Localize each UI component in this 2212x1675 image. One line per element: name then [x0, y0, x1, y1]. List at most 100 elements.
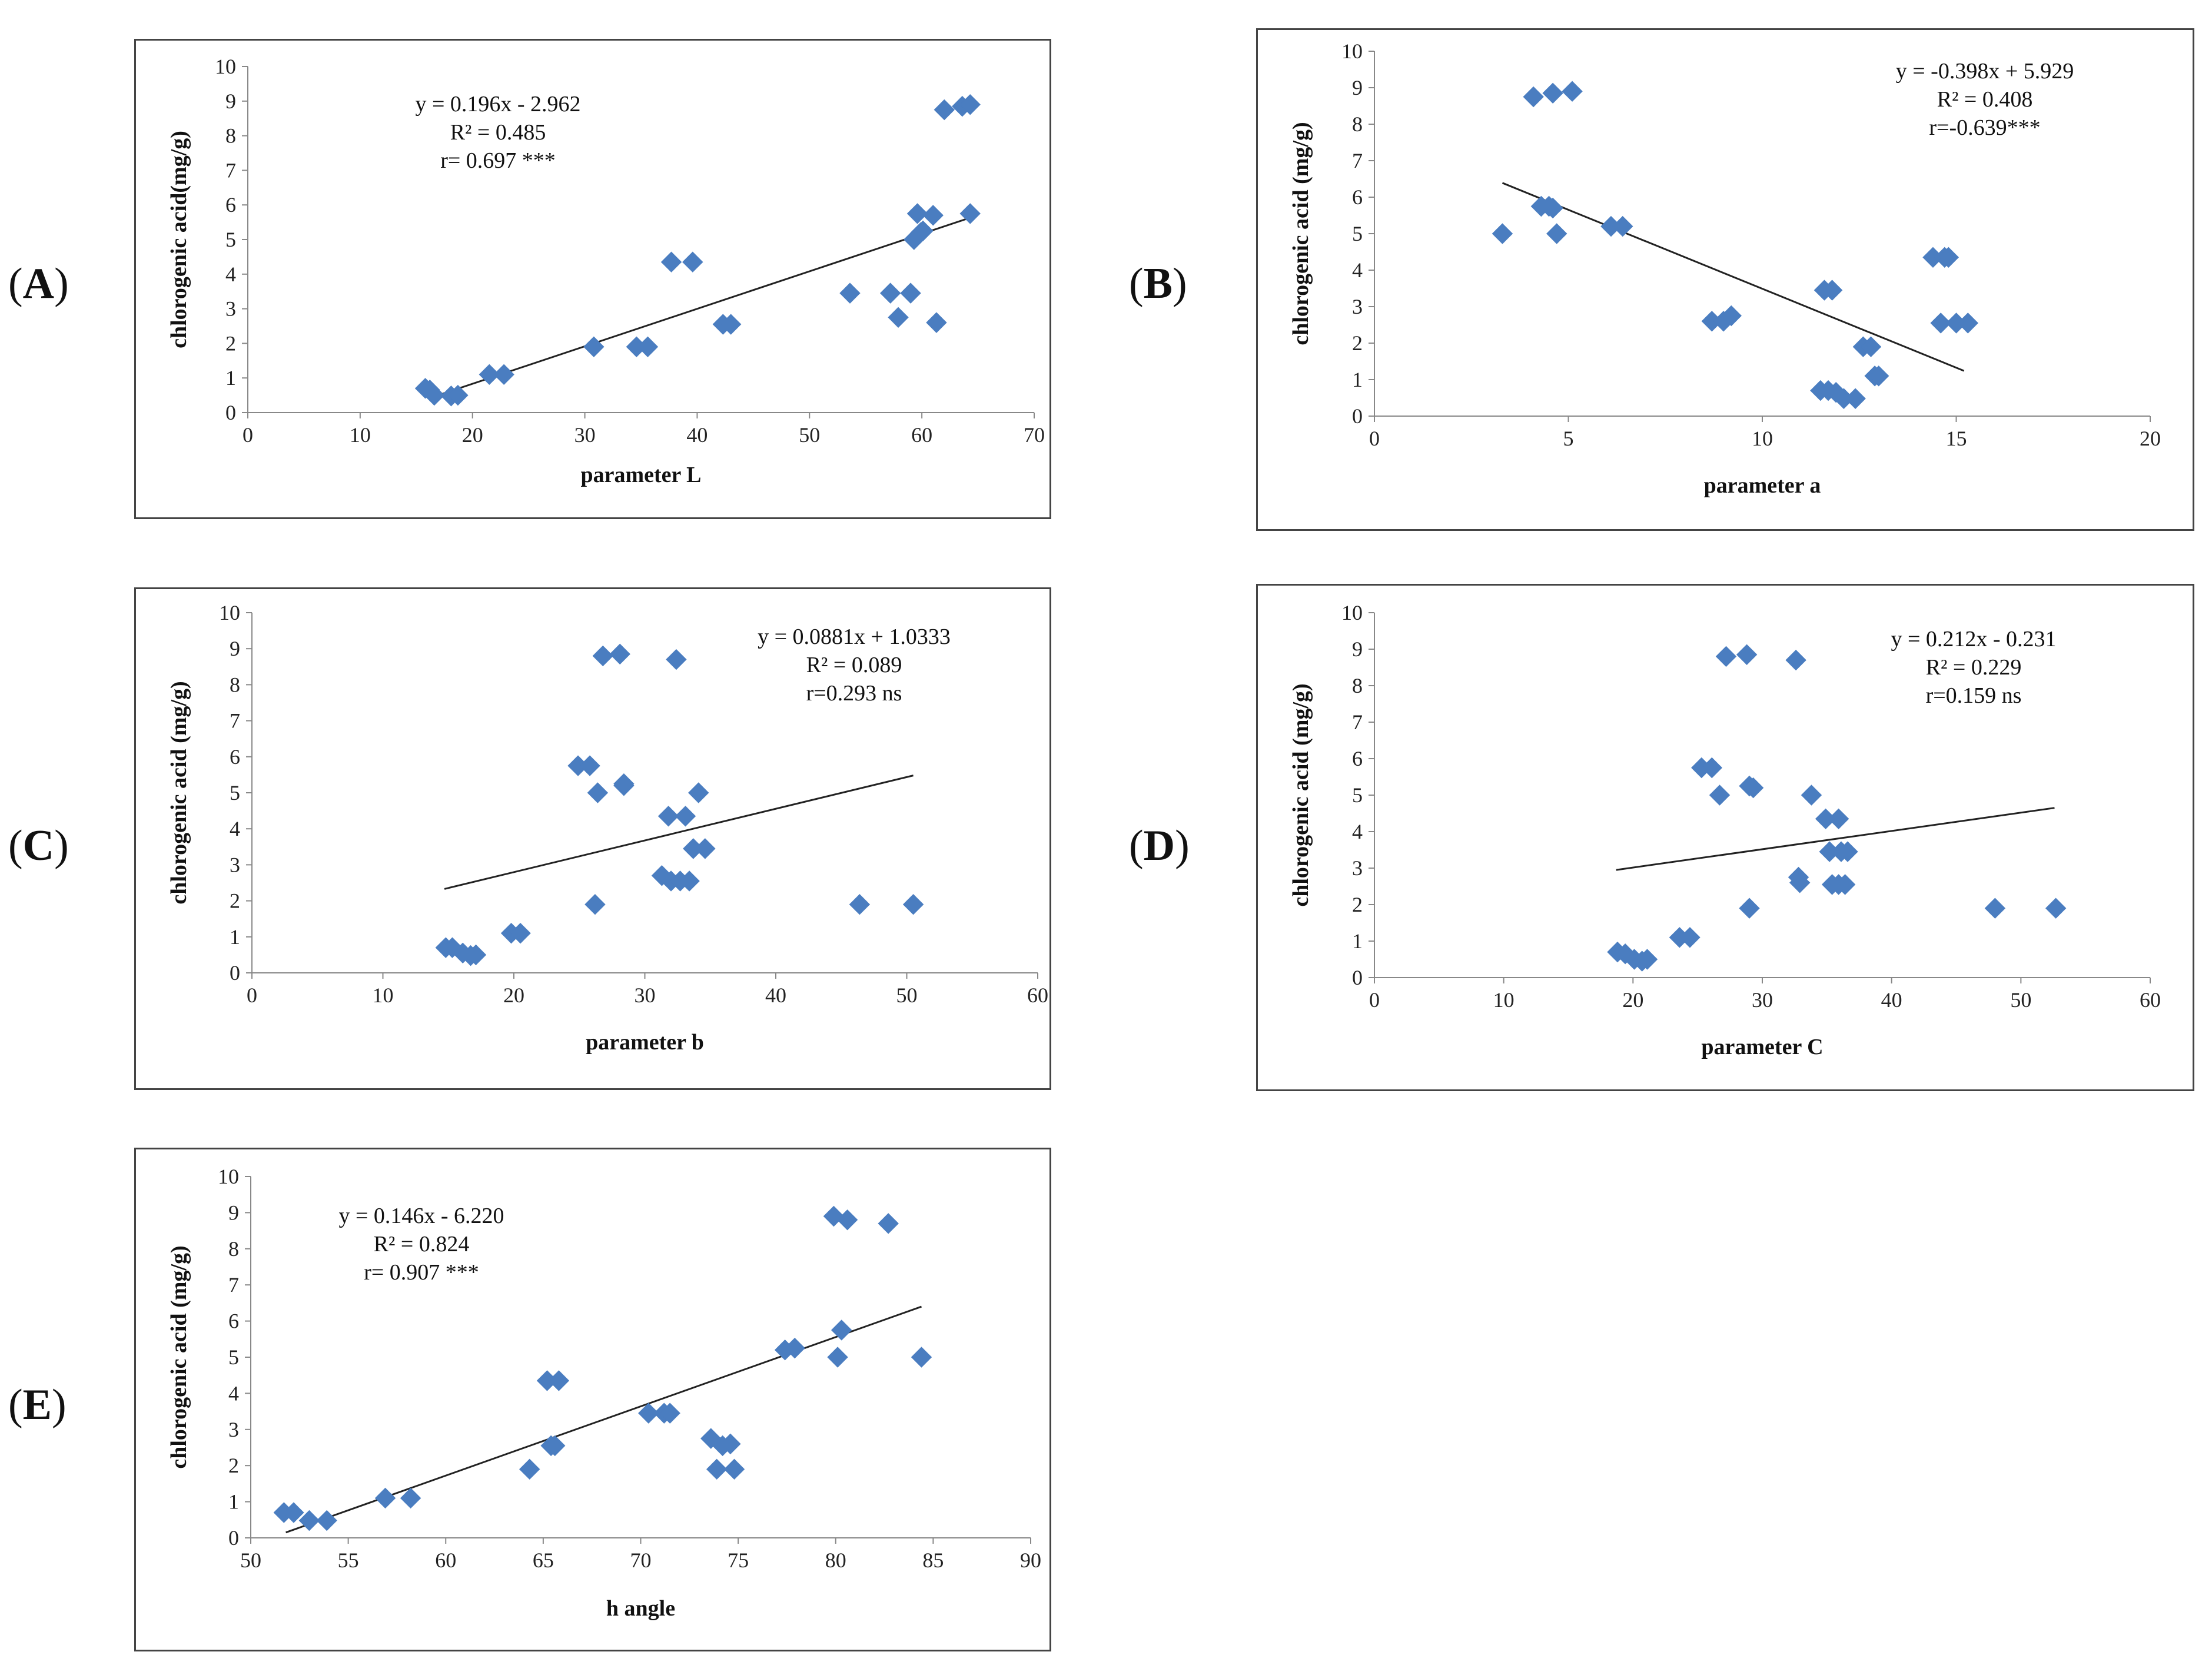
y-tick-label: 9 — [230, 637, 240, 660]
y-tick-label: 10 — [218, 1165, 239, 1188]
y-tick-label: 4 — [230, 817, 240, 840]
y-tick-label: 8 — [230, 673, 240, 696]
x-tick-label: 40 — [686, 423, 708, 447]
y-tick-label: 2 — [1352, 331, 1363, 355]
y-tick-label: 0 — [1352, 966, 1363, 989]
y-tick-label: 5 — [1352, 783, 1363, 807]
data-point — [424, 384, 445, 406]
x-tick-label: 55 — [338, 1548, 359, 1572]
data-point — [926, 312, 947, 333]
chart-a-svg: 0 10 20 30 40 50 60 70 0 1 2 3 4 5 6 7 8 9 10 parameter L ch… — [167, 55, 1045, 487]
equation-line: R² = 0.089 — [806, 653, 902, 677]
data-point — [1837, 841, 1858, 862]
y-tick-label: 4 — [1352, 258, 1363, 282]
chart-b-svg: 0 5 10 15 20 0 1 2 3 4 5 6 7 8 9 10 parameter a chlorogen… — [1288, 39, 2161, 498]
data-point — [1542, 197, 1563, 219]
data-point — [1785, 649, 1806, 671]
x-tick-label: 90 — [1020, 1548, 1041, 1572]
data-point — [900, 283, 921, 304]
y-tick-label: 6 — [228, 1310, 239, 1333]
y-tick-label: 3 — [225, 297, 236, 321]
chart-c: 0 10 20 30 40 50 60 0 1 2 3 4 5 6 7 8 9 10 parameter b chlo… — [134, 587, 1051, 1090]
data-point — [888, 307, 909, 328]
data-point — [298, 1510, 320, 1531]
x-axis-title: parameter L — [580, 463, 701, 487]
equation-line: r=0.293 ns — [806, 681, 902, 706]
data-point — [695, 838, 716, 859]
data-point — [659, 1403, 680, 1424]
y-tick-label: 0 — [1352, 404, 1363, 428]
data-point — [1984, 898, 2006, 919]
data-point — [1562, 81, 1583, 102]
y-tick-label: 2 — [1352, 893, 1363, 916]
x-tick-label: 40 — [1881, 988, 1902, 1012]
x-tick-label: 40 — [765, 983, 786, 1007]
y-tick-label: 4 — [225, 262, 236, 286]
y-tick-label: 10 — [1341, 39, 1363, 63]
y-tick-label: 0 — [230, 961, 240, 985]
x-tick-label: 30 — [635, 983, 656, 1007]
x-tick-label: 0 — [1369, 427, 1380, 450]
y-axis-title: chlorogenic acid (mg/g) — [1288, 683, 1313, 906]
y-tick-label: 0 — [228, 1526, 239, 1550]
data-point — [922, 205, 944, 226]
data-point — [1938, 247, 1959, 268]
y-axis-title: chlorogenic acid(mg/g) — [167, 131, 191, 348]
x-tick-label: 60 — [2140, 988, 2161, 1012]
y-tick-label: 6 — [225, 193, 236, 217]
y-tick-label: 7 — [225, 158, 236, 182]
y-tick-label: 2 — [230, 889, 240, 913]
data-point — [447, 384, 469, 406]
panel-label-a: (A) — [8, 260, 69, 308]
data-point — [1834, 874, 1856, 895]
chart-d-svg: 0 10 20 30 40 50 60 0 1 2 3 4 5 6 7 8 9 10 parameter C chlo… — [1288, 601, 2161, 1059]
equation-line: R² = 0.824 — [374, 1232, 470, 1257]
x-tick-label: 75 — [728, 1548, 749, 1572]
data-point — [706, 1458, 728, 1480]
equation-line: y = 0.196x - 2.962 — [415, 92, 580, 117]
data-point — [1715, 646, 1737, 667]
y-axis-title: chlorogenic acid (mg/g) — [1288, 122, 1313, 345]
y-tick-label: 3 — [1352, 295, 1363, 318]
chart-d: 0 10 20 30 40 50 60 0 1 2 3 4 5 6 7 8 9 10 parameter C chlo… — [1256, 584, 2194, 1091]
y-tick-label: 7 — [1352, 710, 1363, 734]
data-point — [465, 944, 487, 966]
data-point — [1930, 313, 1951, 334]
data-point — [493, 364, 514, 385]
x-tick-label: 20 — [1622, 988, 1643, 1012]
data-point — [510, 922, 531, 944]
y-tick-label: 10 — [219, 601, 240, 624]
equation-line: r=-0.639*** — [1929, 115, 2040, 140]
data-point — [283, 1502, 304, 1523]
data-point — [675, 806, 696, 827]
data-point — [906, 203, 928, 224]
x-tick-label: 10 — [373, 983, 394, 1007]
data-point — [831, 1320, 852, 1341]
x-tick-label: 50 — [240, 1548, 261, 1572]
y-tick-label: 1 — [1352, 929, 1363, 953]
data-point — [1492, 223, 1513, 244]
data-point — [902, 894, 924, 915]
x-tick-label: 30 — [574, 423, 596, 447]
x-axis-title: parameter b — [586, 1030, 704, 1055]
data-point — [959, 94, 981, 115]
data-point — [592, 645, 614, 667]
equation-line: R² = 0.485 — [450, 120, 546, 145]
x-axis-title: h angle — [606, 1596, 675, 1621]
y-tick-label: 3 — [228, 1418, 239, 1441]
data-point — [784, 1337, 805, 1359]
equation-line: y = 0.146x - 6.220 — [338, 1204, 504, 1228]
data-point — [836, 1209, 858, 1231]
data-point — [1546, 223, 1567, 244]
data-point — [2045, 898, 2067, 919]
data-point — [1542, 82, 1563, 104]
x-tick-label: 20 — [503, 983, 524, 1007]
x-tick-label: 10 — [1752, 427, 1773, 450]
data-point — [548, 1370, 570, 1391]
equation-line: y = -0.398x + 5.929 — [1896, 59, 2074, 84]
y-tick-label: 9 — [1352, 76, 1363, 99]
data-point — [1801, 785, 1822, 806]
equation-line: r=0.159 ns — [1926, 683, 2022, 708]
panel-label-d: (D) — [1129, 822, 1190, 870]
data-point — [879, 283, 901, 304]
